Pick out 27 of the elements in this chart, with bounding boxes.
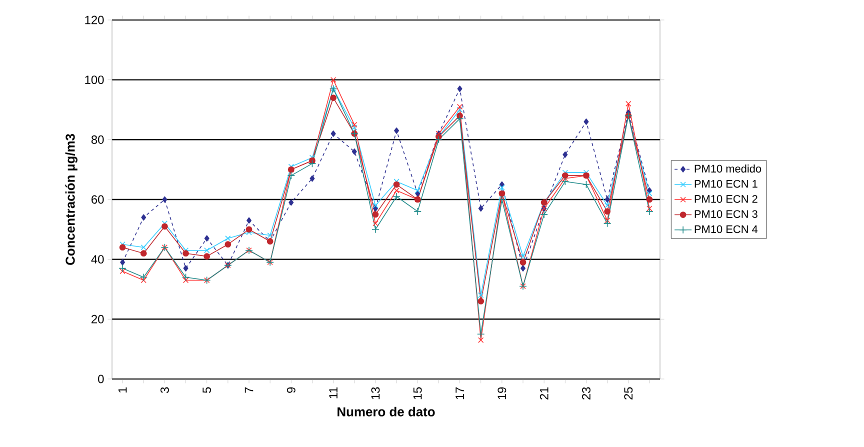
y-tick-label: 100 [85,76,104,84]
legend-label: PM10 medido [694,164,762,173]
legend-label: PM10 ECN 1 [694,180,758,188]
x-tick-label: 7 [244,387,254,393]
x-tick-label: 9 [286,387,296,393]
y-tick-label: 80 [91,135,104,144]
x-tick-label: 5 [202,387,212,393]
x-tick-label: 17 [456,387,464,400]
y-axis-title: Concentración µg/m3 [65,134,78,265]
x-tick-label: 21 [540,387,548,400]
x-tick-label: 3 [160,387,169,393]
y-tick-label: 60 [92,195,104,204]
y-tick-label: 20 [92,314,104,324]
x-tick-label: 25 [624,387,633,400]
x-tick-label: 11 [329,387,338,398]
y-tick-label: 0 [98,374,104,384]
x-tick-label: 19 [498,387,506,400]
x-tick-label: 23 [582,387,590,400]
x-tick-label: 15 [413,387,422,400]
x-tick-label: 13 [371,387,380,400]
x-tick-label: 1 [118,387,127,392]
y-tick-label: 40 [91,255,104,264]
y-tick-label: 120 [85,16,104,24]
x-axis-title: Numero de dato [338,406,435,416]
legend-label: PM10 ECN 4 [694,225,758,234]
legend-label: PM10 ECN 2 [694,195,758,203]
legend-label: PM10 ECN 3 [694,210,758,218]
